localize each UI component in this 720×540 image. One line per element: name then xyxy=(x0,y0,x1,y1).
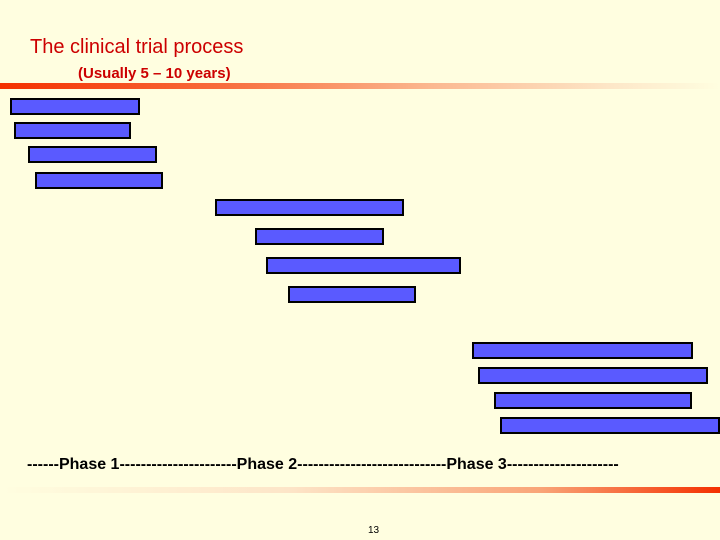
slide-title: The clinical trial process xyxy=(30,36,244,58)
page-number: 13 xyxy=(368,525,380,536)
phase-3-bar xyxy=(494,392,692,409)
phase-1-bar xyxy=(28,146,157,163)
phase-3-bar xyxy=(472,342,693,359)
slide-subtitle: (Usually 5 – 10 years) xyxy=(78,65,231,82)
phase-2-bar xyxy=(266,257,461,274)
bottom-divider xyxy=(0,487,720,493)
phase-1-bar xyxy=(10,98,140,115)
phase-2-bar xyxy=(288,286,416,303)
phase-1-bar xyxy=(35,172,163,189)
phase-3-bar xyxy=(478,367,708,384)
phase-timeline-label: ------Phase 1----------------------Phase… xyxy=(27,456,619,473)
phase-3-bar xyxy=(500,417,720,434)
phase-1-bar xyxy=(14,122,131,139)
phase-2-bar xyxy=(215,199,404,216)
phase-2-bar xyxy=(255,228,384,245)
top-divider xyxy=(0,83,720,89)
